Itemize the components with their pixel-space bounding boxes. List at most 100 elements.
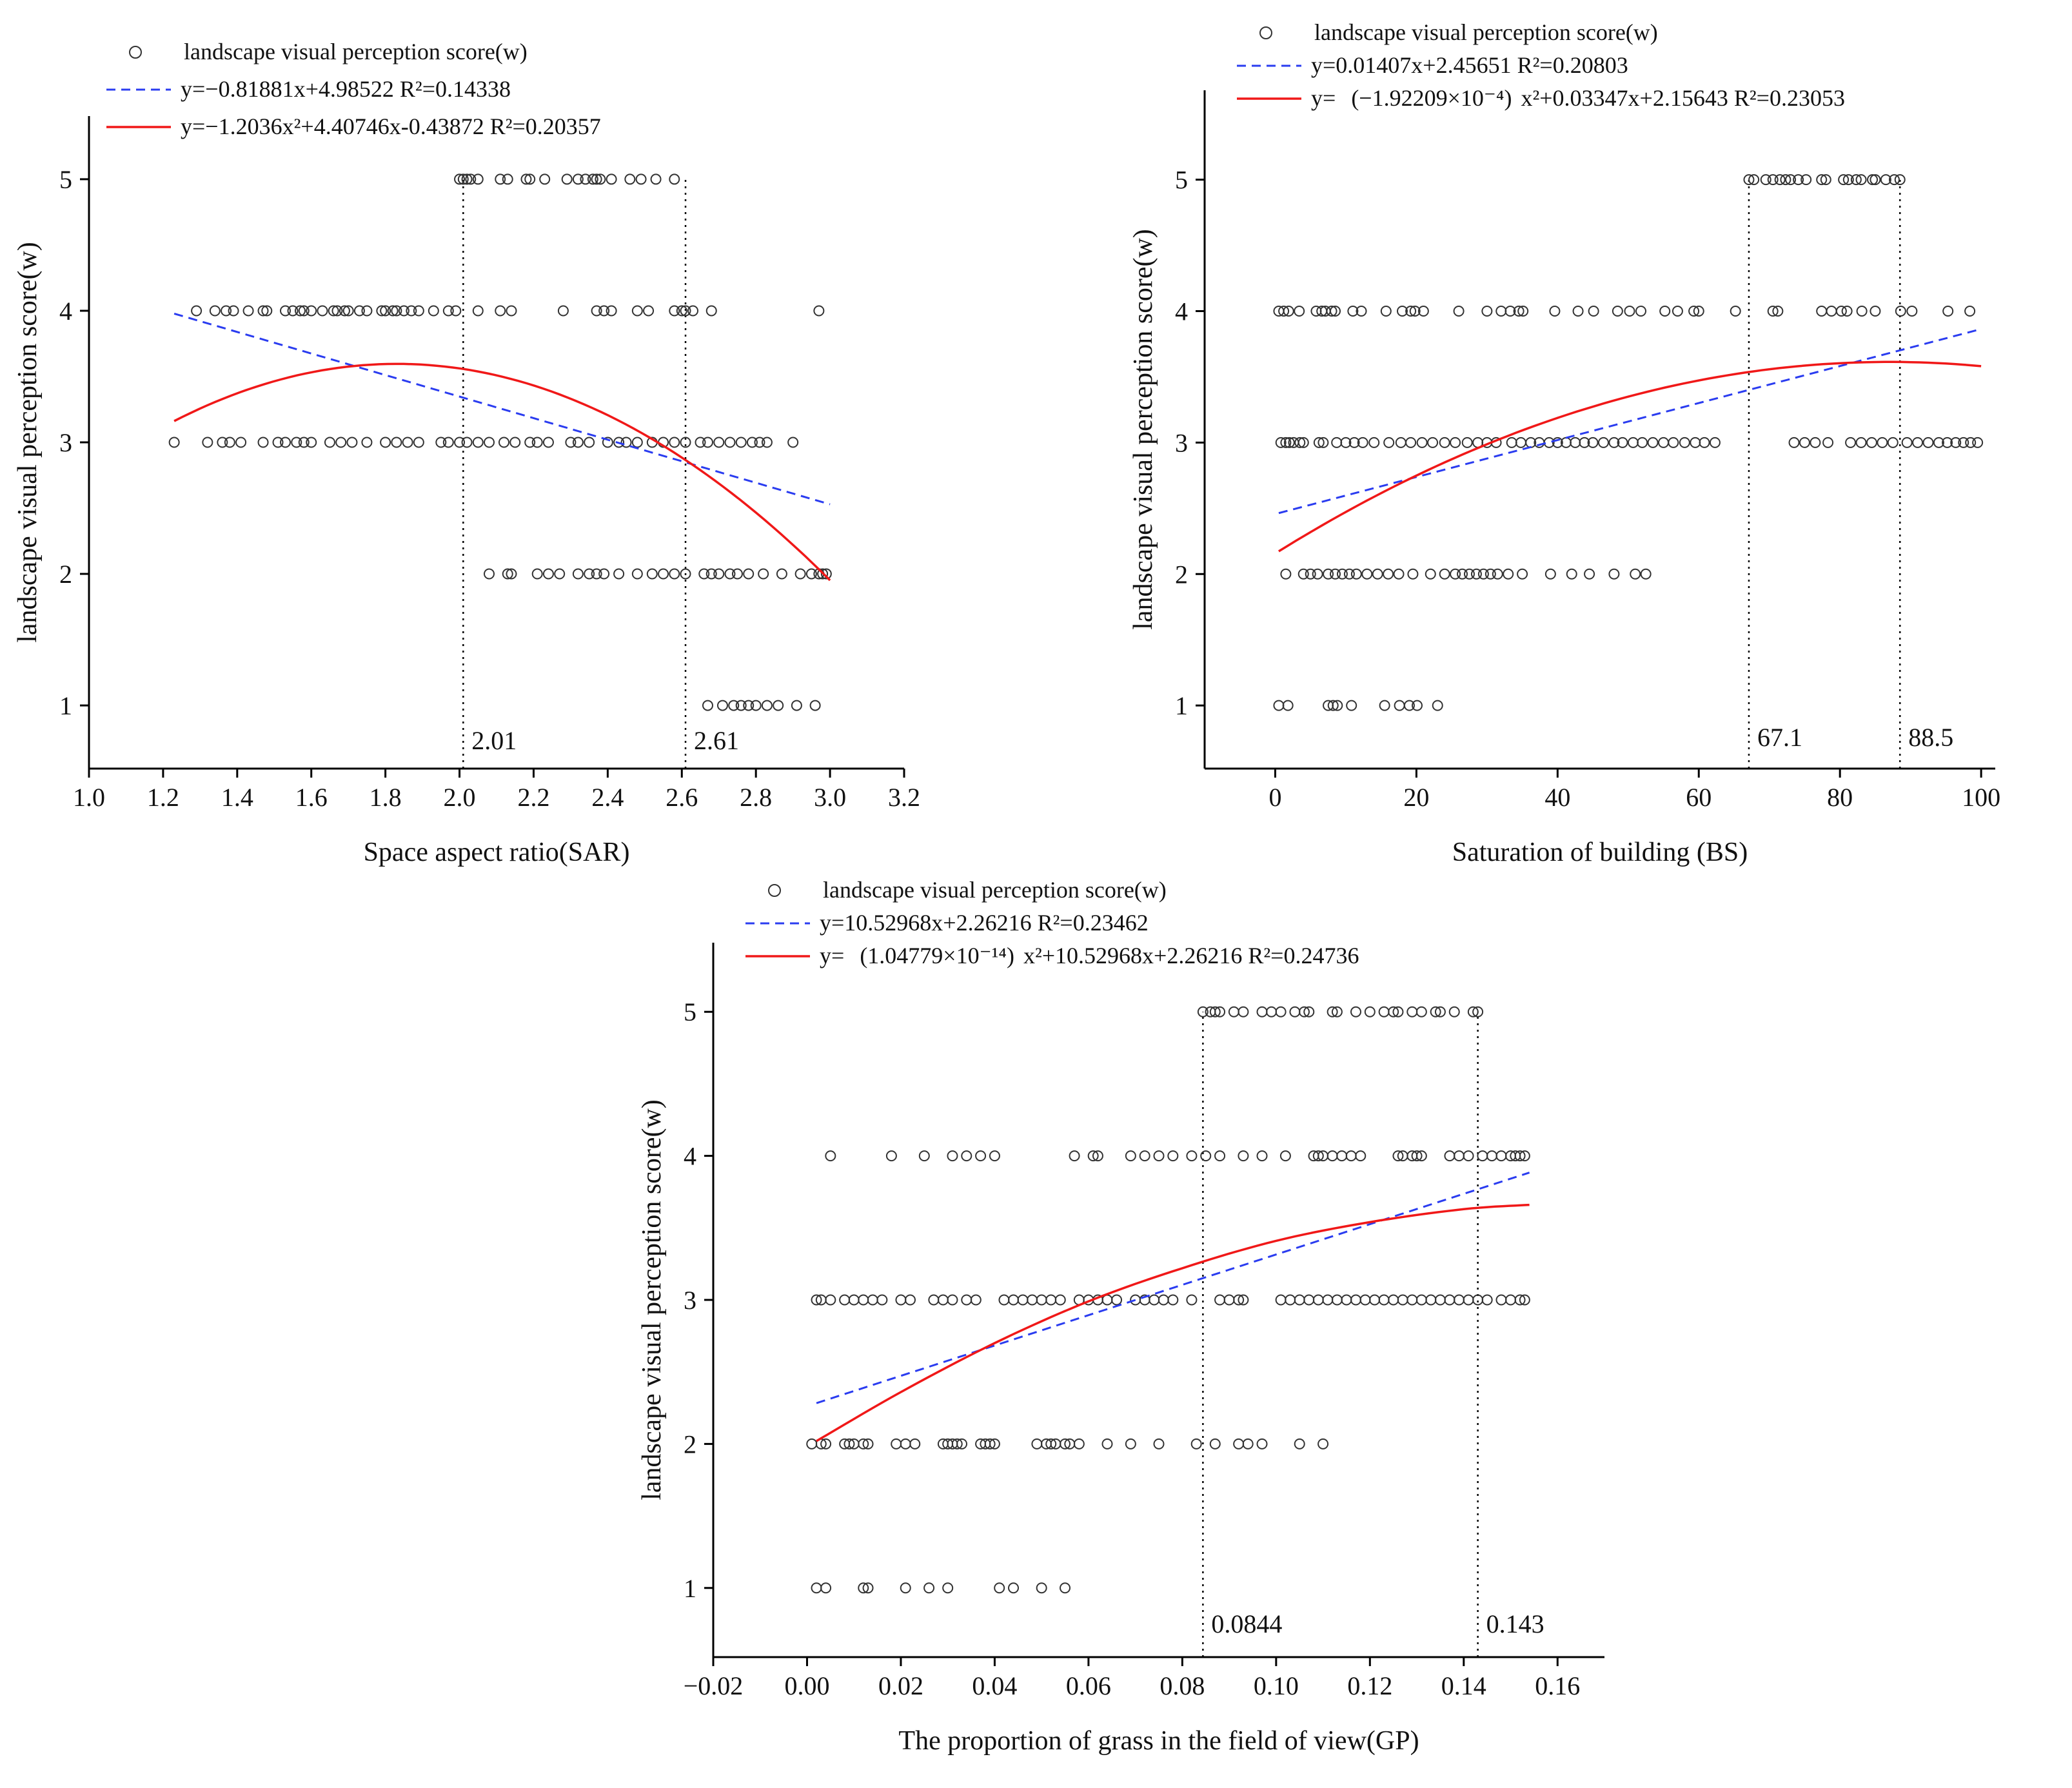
scatter-point [669,305,680,317]
scatter-point [1054,1294,1066,1306]
scatter-point [1060,1582,1071,1594]
scatter-point [1209,1438,1221,1449]
scatter-point [743,700,755,711]
scatter-point [928,1294,940,1306]
y-tick-label: 5 [684,997,696,1027]
scatter-point [1332,700,1343,711]
scatter-point [1378,1006,1390,1017]
scatter-point [391,305,402,317]
scatter-point [495,173,506,185]
scatter-point [1331,1006,1343,1017]
linear-fit-line [1278,328,1982,515]
x-tick-label: 0.12 [1347,1671,1392,1700]
chart-panel-bs: 0 20 40 60 80 100 1 2 3 4 5 Saturation of building … [1129,19,2000,867]
scatter-point [495,305,506,317]
scatter-point [280,437,291,448]
scatter-point [1788,437,1800,448]
scatter-point [294,305,306,317]
scatter-point [361,305,373,317]
scatter-point [1233,1438,1245,1449]
scatter-point [735,437,747,448]
scatter-point [1405,437,1417,448]
scatter-point [669,568,680,580]
scatter-point [1659,306,1671,317]
scatter-point [998,1294,1010,1306]
x-tick-label: 2.4 [591,783,624,812]
scatter-point [572,568,584,580]
scatter-point [1434,1006,1446,1017]
scatter-point [624,173,636,185]
scatter-point [1357,437,1368,448]
scatter-point [1472,1294,1484,1306]
scatter-point [1709,437,1721,448]
scatter-point [1242,1438,1254,1449]
scatter-point [472,305,484,317]
scatter-point [554,568,566,580]
scatter-point [584,437,595,448]
scatter-point [1439,437,1450,448]
scatter-point [1233,1294,1245,1306]
scatter-point [1356,306,1367,317]
y-tick-label: 4 [59,297,72,326]
scatter-point [1008,1294,1020,1306]
scatter-point [1448,1006,1460,1017]
scatter-point [1877,437,1888,448]
scatter-point [1549,306,1561,317]
scatter-point [1223,1294,1235,1306]
scatter-point [1506,437,1517,448]
scatter-point [450,305,462,317]
scatter-point [631,305,643,317]
quadratic-fit-curve [173,362,831,582]
y-tick-label: 2 [59,560,72,589]
scatter-point [1388,1294,1399,1306]
scatter-point [1463,568,1475,580]
scatter-point [1294,306,1305,317]
legend-scatter-label: landscape visual perception score(w) [1314,19,1658,45]
scatter-point [1036,1582,1047,1594]
scatter-point [387,305,399,317]
scatter-point [1668,437,1679,448]
scatter-point [669,437,680,448]
scatter-point [1481,1294,1493,1306]
scatter-point [1073,1438,1085,1449]
scatter-point [1350,1294,1361,1306]
x-tick-label: 1.0 [73,783,105,812]
scatter-point [1200,1150,1212,1162]
x-tick-label: −0.02 [684,1671,744,1700]
scatter-point [825,1294,836,1306]
scatter-point [650,173,662,185]
scatter-point [1330,568,1341,580]
scatter-point [613,437,625,448]
scatter-point [1517,306,1529,317]
scatter-point [1392,1006,1404,1017]
scatter-point [1799,437,1810,448]
scatter-point [1045,1438,1057,1449]
scatter-point [1087,1150,1099,1162]
scatter-point [1579,437,1590,448]
scatter-point [1283,306,1294,317]
scatter-point [1463,1294,1474,1306]
x-tick-label: 1.6 [295,783,328,812]
scatter-point [867,1294,878,1306]
x-tick-label: 2.0 [444,783,476,812]
scatter-point [472,173,484,185]
scatter-point [1416,1294,1427,1306]
scatter-point [606,305,617,317]
scatter-point [1346,700,1357,711]
scatter-point [595,173,606,185]
scatter-point [306,437,317,448]
scatter-point [909,1438,921,1449]
scatter-point [1350,1006,1361,1017]
scatter-point [1372,568,1383,580]
scatter-point [858,1294,869,1306]
scatter-point [1403,700,1415,711]
scatter-point [561,173,573,185]
scatter-point [1027,1294,1038,1306]
scatter-point [1282,700,1294,711]
scatter-point [805,568,817,580]
scatter-point [335,437,347,448]
scatter-point [1407,568,1419,580]
scatter-point [1303,1294,1315,1306]
scatter-point [1630,568,1641,580]
scatter-point [669,173,680,185]
